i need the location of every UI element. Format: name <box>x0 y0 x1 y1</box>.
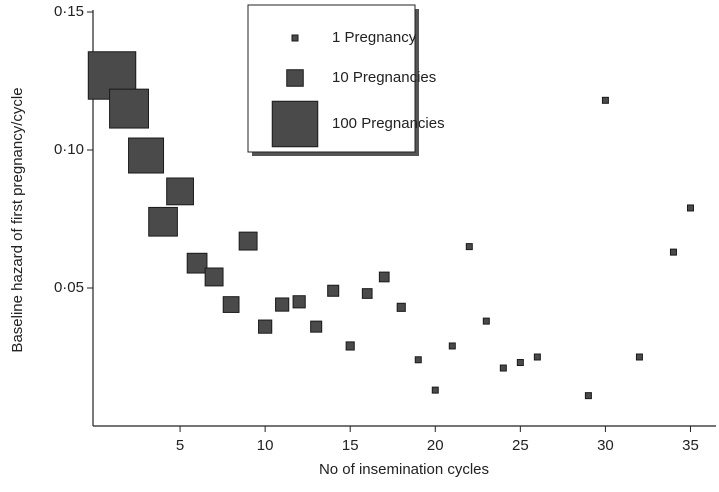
y-tick-label: 0·10 <box>54 141 84 158</box>
point <box>222 296 240 313</box>
x-tick-label: 25 <box>512 437 529 454</box>
y-axis-label: Baseline hazard of first pregnancy/cycle <box>9 87 26 352</box>
point <box>186 252 208 274</box>
point <box>310 320 323 333</box>
point <box>465 243 473 251</box>
legend-marker <box>291 34 299 42</box>
point <box>482 317 490 325</box>
point <box>516 359 524 367</box>
x-tick-label: 5 <box>176 437 184 454</box>
point <box>533 353 541 361</box>
x-tick-label: 20 <box>427 437 444 454</box>
y-tick-label: 0·15 <box>54 3 84 20</box>
x-tick-label: 10 <box>257 437 274 454</box>
point <box>327 284 340 297</box>
point <box>292 295 306 309</box>
legend-label: 100 Pregnancies <box>332 115 445 132</box>
point <box>584 392 592 400</box>
point <box>148 206 178 237</box>
point <box>635 353 643 361</box>
point <box>361 288 373 299</box>
point <box>378 271 390 283</box>
point <box>669 248 677 256</box>
point <box>258 319 273 334</box>
point <box>204 267 224 287</box>
point <box>128 137 165 174</box>
point <box>275 297 290 312</box>
point <box>414 356 422 364</box>
point <box>238 231 258 251</box>
point <box>109 88 149 129</box>
point <box>601 96 609 104</box>
point <box>396 302 406 312</box>
legend-label: 10 Pregnancies <box>332 69 436 86</box>
point <box>431 386 439 394</box>
legend-label: 1 Pregnancy <box>332 29 417 46</box>
point <box>686 204 694 212</box>
point <box>499 364 507 372</box>
point <box>345 341 355 351</box>
legend-marker <box>271 100 319 148</box>
x-tick-label: 30 <box>597 437 614 454</box>
x-tick-label: 35 <box>682 437 699 454</box>
point <box>448 342 456 350</box>
point <box>166 177 194 206</box>
x-axis-label: No of insemination cycles <box>319 461 489 478</box>
x-tick-label: 15 <box>342 437 359 454</box>
legend-marker <box>286 69 304 87</box>
y-tick-label: 0·05 <box>54 279 84 296</box>
